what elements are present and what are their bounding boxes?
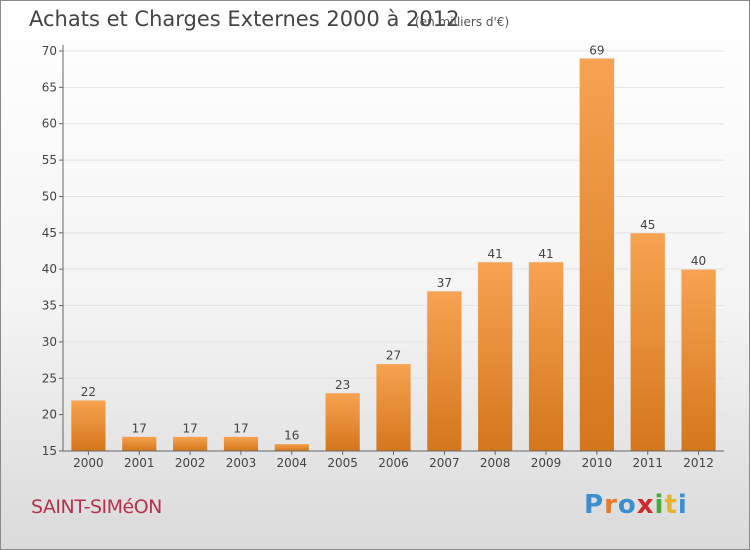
y-tick-label: 70 (42, 44, 57, 58)
y-tick-label: 25 (42, 371, 57, 385)
x-tick-label: 2010 (582, 456, 613, 470)
data-label-2012: 40 (691, 254, 706, 268)
bar-2012 (680, 268, 717, 452)
y-tick-label: 50 (42, 189, 57, 203)
data-label-2009: 41 (538, 247, 553, 261)
x-tick-label: 2008 (480, 456, 511, 470)
bar-2001 (121, 436, 158, 452)
logo-letter: i (677, 490, 688, 520)
chart-subtitle: (en milliers d'€) (415, 15, 510, 29)
x-tick-label: 2000 (73, 456, 104, 470)
logo-letter: P (584, 490, 605, 520)
data-label-2007: 37 (437, 276, 452, 290)
data-label-2010: 69 (589, 43, 604, 57)
y-tick-label: 20 (42, 408, 57, 422)
labels: 15 20 25 30 35 40 45 50 55 60 65 70 22 2000 17 2001 17 20… (42, 43, 714, 470)
bar-2002 (172, 436, 209, 452)
data-label-2004: 16 (284, 429, 299, 443)
commune-name: SAINT-SIMéON (31, 496, 162, 518)
bar-2007 (426, 290, 463, 452)
y-tick-label: 60 (42, 117, 57, 131)
bar-2004 (273, 443, 310, 452)
bar-2009 (528, 261, 564, 452)
data-label-2008: 41 (488, 247, 503, 261)
data-label-2001: 17 (132, 421, 147, 435)
data-label-2000: 22 (81, 385, 96, 399)
bar-2006 (375, 363, 412, 452)
x-tick-label: 2003 (226, 456, 257, 470)
logo-letter: r (604, 490, 618, 520)
bar-2010 (578, 57, 615, 452)
x-tick-label: 2009 (531, 456, 562, 470)
bar-2005 (324, 392, 361, 452)
data-label-2005: 23 (335, 378, 350, 392)
y-tick-label: 65 (42, 80, 57, 94)
logo-letter: i (654, 490, 665, 520)
data-label-2003: 17 (233, 421, 248, 435)
x-tick-label: 2002 (175, 456, 206, 470)
logo-letter: x (636, 490, 655, 520)
y-tick-label: 35 (42, 299, 57, 313)
proxiti-logo: Proxiti (584, 490, 688, 520)
chart-title: Achats et Charges Externes 2000 à 2012 (29, 7, 460, 31)
data-label-2006: 27 (386, 349, 401, 363)
x-tick-label: 2012 (683, 456, 714, 470)
logo-letter: o (617, 490, 637, 520)
y-tick-label: 40 (42, 262, 57, 276)
x-tick-label: 2004 (277, 456, 308, 470)
logo-letter: t (664, 490, 678, 520)
x-tick-label: 2007 (429, 456, 460, 470)
y-tick-label: 15 (42, 444, 57, 458)
x-tick-label: 2006 (378, 456, 409, 470)
x-tick-label: 2001 (124, 456, 155, 470)
axes (59, 45, 724, 455)
y-tick-label: 30 (42, 335, 57, 349)
data-label-2011: 45 (640, 218, 655, 232)
bar-2000 (70, 399, 107, 452)
x-tick-label: 2005 (327, 456, 358, 470)
data-label-2002: 17 (182, 421, 197, 435)
bar-2003 (223, 436, 259, 452)
x-tick-label: 2011 (632, 456, 663, 470)
bar-chart: 15 20 25 30 35 40 45 50 55 60 65 70 22 2000 17 2001 17 20… (42, 43, 724, 470)
bar-2011 (629, 232, 666, 452)
y-tick-label: 45 (42, 226, 57, 240)
bars (70, 57, 717, 452)
bar-2008 (477, 261, 514, 452)
y-tick-label: 55 (42, 153, 57, 167)
